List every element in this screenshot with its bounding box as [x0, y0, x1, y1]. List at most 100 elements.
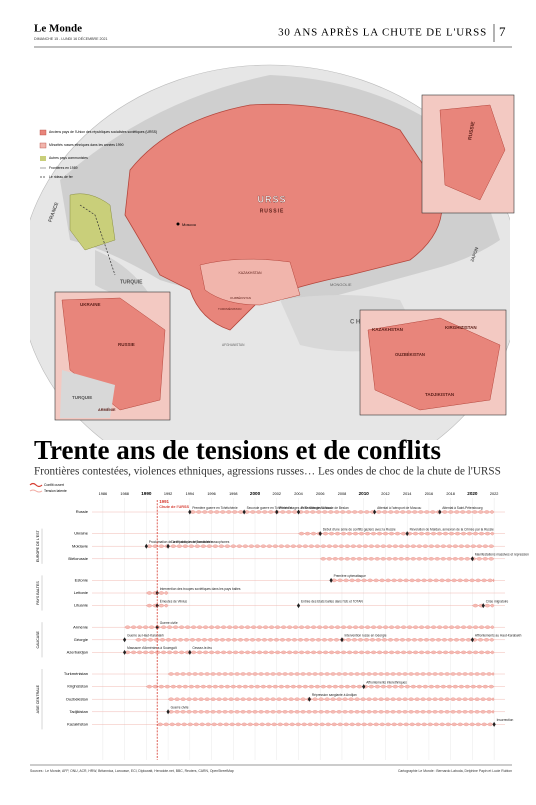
event-marker — [188, 649, 192, 655]
inset-label: OUZBÉKISTAN — [395, 352, 425, 357]
event-label: Conflit avec les séparatistes russophone… — [171, 540, 230, 544]
inset-label: RUSSIE — [118, 342, 135, 347]
tension-band — [146, 544, 495, 548]
inset-shape — [60, 370, 115, 418]
event-label: Guerre civile — [160, 621, 178, 625]
year-label: 2008 — [338, 492, 346, 496]
year-label: 2022 — [490, 492, 498, 496]
year-label: 2014 — [403, 492, 411, 496]
country-name: Géorgie — [74, 637, 89, 642]
event-marker — [242, 509, 246, 515]
legend-swatch — [40, 156, 46, 161]
map-label: URSS — [257, 194, 286, 204]
event-marker — [275, 509, 279, 515]
event-label: Révolution de Maïdan, annexion de la Cri… — [410, 527, 494, 531]
map-label: TURKMÉNISTAN — [218, 306, 241, 311]
legend-swatch — [29, 482, 43, 488]
event-marker — [481, 603, 485, 609]
inset-label: KAZAKHSTAN — [372, 327, 403, 332]
country-name: Tadjikistan — [69, 709, 88, 714]
country-name: Ouzbékistan — [66, 696, 88, 701]
map-label: AFGHANISTAN — [222, 343, 245, 347]
event-marker — [362, 684, 366, 690]
event-label: Prise d'otages à l'école de Beslan — [301, 506, 349, 510]
event-marker — [318, 531, 322, 537]
inset-label: TURQUIE — [72, 395, 92, 400]
group-name: EUROPE DE L'EST — [36, 529, 40, 562]
event-label: Affrontements interethniques — [366, 680, 407, 684]
fall-year: 1991 — [159, 499, 169, 504]
map-label: OUZBÉKISTAN — [230, 295, 251, 300]
year-label: 2012 — [381, 492, 389, 496]
legend-text: Minorités russes ethniques dans les anné… — [49, 143, 124, 147]
inset-west: UKRAINE RUSSIE TURQUIE ARMÉNIE — [54, 291, 171, 421]
event-label: Massacre d'Arméniens à Soumgaït — [127, 646, 177, 650]
year-label: 1996 — [207, 492, 215, 496]
tension-band — [320, 557, 495, 561]
year-label: 1990 — [141, 491, 152, 496]
event-marker — [372, 509, 377, 515]
communist-area — [69, 193, 116, 251]
event-label: Entrée des Etats baltes dans l'UE et l'O… — [301, 599, 363, 603]
event-label: Attentat à Saint-Pétersbourg — [442, 506, 482, 510]
event-marker — [405, 531, 409, 537]
event-label: Intervention russe en Géorgie — [344, 634, 386, 638]
credit: Cartographie Le Monde : Bernardo Laboda,… — [398, 769, 512, 773]
group-name: CAUCASE — [36, 631, 40, 649]
inset-label: RUSSIE — [467, 121, 476, 141]
year-label: 2006 — [316, 492, 324, 496]
tension-band — [135, 638, 495, 642]
country-name: Moldavie — [72, 543, 89, 548]
country-name: Russie — [76, 509, 89, 514]
event-label: Prise d'otages au Théâtre de Moscou — [279, 506, 332, 510]
event-label: Seconde guerre en Tchétchénie — [247, 506, 292, 510]
event-label: Émeutes de Vilnius — [160, 598, 188, 603]
tension-band — [146, 684, 495, 689]
legend-text: Autres pays communistes — [49, 156, 88, 160]
tension-band — [330, 578, 495, 583]
event-marker — [296, 509, 301, 515]
event-label: Affrontements au Haut-Karabakh — [475, 634, 522, 638]
inset-label: KIRGHIZISTAN — [445, 325, 477, 330]
event-label: Intervention des troupes soviétiques dan… — [160, 587, 241, 591]
legend-text: Anciens pays de l'Union des républiques … — [49, 130, 157, 134]
year-label: 1992 — [164, 492, 172, 496]
country-name: Biélorussie — [68, 556, 88, 561]
tension-band — [298, 531, 495, 536]
year-label: 2020 — [467, 491, 478, 496]
country-name: Arménie — [73, 624, 89, 629]
country-name: Ukraine — [74, 531, 89, 536]
inset-label: TADJIKISTAN — [425, 392, 454, 397]
event-label: Guerre au Haut-Karabakh — [127, 634, 164, 638]
event-marker — [188, 509, 192, 515]
map-label: TURQUIE — [120, 279, 143, 285]
kazakhstan-area — [199, 258, 301, 306]
legend-swatch — [29, 489, 43, 493]
event-marker — [340, 637, 344, 643]
map-label: MONGOLIE — [330, 282, 352, 287]
tension-band — [167, 672, 495, 676]
event-marker — [329, 577, 333, 583]
country-name: Lituanie — [74, 603, 89, 608]
legend-text: Tension latente — [44, 489, 67, 493]
event-marker — [166, 543, 170, 549]
event-marker — [123, 649, 127, 655]
event-marker — [307, 696, 311, 702]
event-marker — [155, 624, 159, 630]
year-label: 1998 — [229, 492, 237, 496]
inset-shape — [367, 317, 501, 411]
map-label: RUSSIE — [260, 208, 285, 214]
year-label: 2010 — [359, 491, 370, 496]
tension-band — [124, 625, 495, 629]
event-label: Début d'une série de conflits gaziers av… — [323, 527, 396, 531]
map-legend: Anciens pays de l'Union des républiques … — [39, 129, 157, 179]
legend-text: Le rideau de fer — [49, 175, 74, 179]
group-name: PAYS BALTES — [36, 581, 40, 605]
legend-text: Frontières en 1989 — [49, 166, 78, 170]
country-name: Azerbaïdjan — [67, 649, 88, 654]
event-marker — [492, 721, 496, 727]
year-label: 2000 — [250, 491, 261, 496]
page-number: 7 — [499, 24, 506, 39]
year-label: 2004 — [294, 492, 302, 496]
